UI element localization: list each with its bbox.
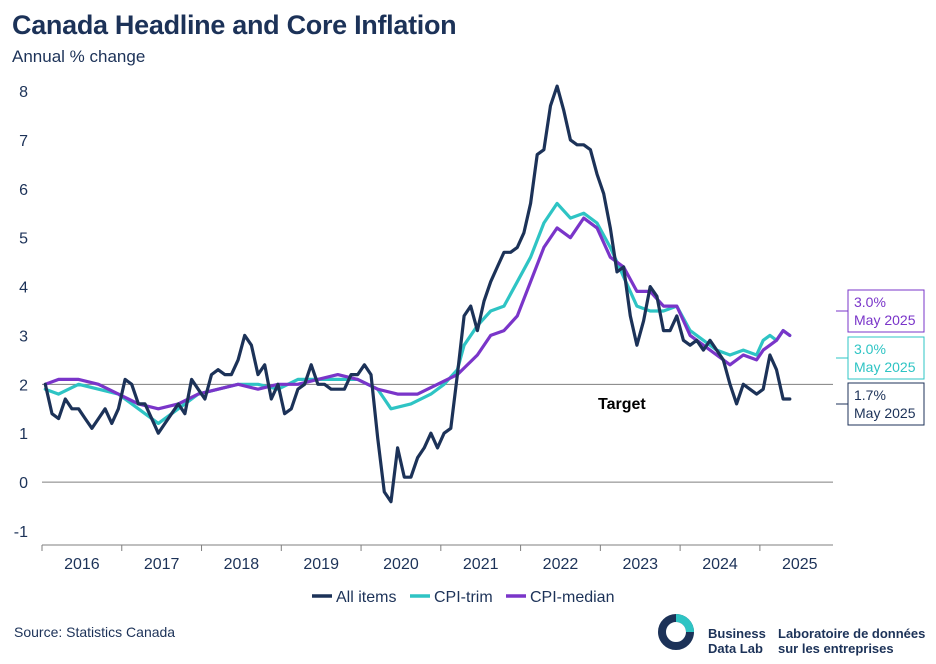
end-label-value: 3.0%: [854, 341, 886, 357]
logo-text-en: Business Data Lab: [708, 626, 766, 656]
legend-label: CPI-median: [530, 589, 614, 606]
x-tick-label: 2025: [782, 556, 818, 573]
y-tick-label: 8: [19, 84, 28, 101]
end-label-date: May 2025: [854, 359, 916, 375]
series-line-cpi-trim: [43, 201, 792, 425]
gridlines: Target: [42, 383, 833, 483]
legend-item-all-items: All items: [312, 589, 396, 606]
end-label-value: 1.7%: [854, 387, 886, 403]
logo-text-fr: Laboratoire de données sur les entrepris…: [778, 626, 925, 656]
x-tick-label: 2020: [383, 556, 419, 573]
x-tick-label: 2022: [543, 556, 579, 573]
chart-subtitle: Annual % change: [12, 47, 146, 66]
series-line-cpi-median: [43, 216, 792, 411]
end-label-date: May 2025: [854, 312, 916, 328]
logo-en-line1: Business: [708, 626, 766, 641]
end-label-cpi-trim: 3.0% May 2025: [836, 336, 925, 380]
x-tick-label: 2017: [144, 556, 180, 573]
source-note: Source: Statistics Canada: [14, 624, 176, 640]
x-axis: 2016 2017 2018 2019 2020 2021 2022 2023 2024 2025: [41, 544, 833, 573]
legend-label: All items: [336, 589, 396, 606]
y-tick-label: 3: [19, 328, 28, 345]
series-line-all-items: [43, 84, 792, 504]
x-tick-label: 2018: [224, 556, 260, 573]
logo-fr-line1: Laboratoire de données: [778, 626, 926, 641]
x-tick-label: 2021: [463, 556, 499, 573]
logo-en-line2: Data Lab: [708, 641, 763, 656]
legend-label: CPI-trim: [434, 589, 493, 606]
y-tick-label: 5: [19, 231, 28, 248]
end-label-all-items: 1.7% May 2025: [836, 382, 925, 426]
x-tick-label: 2023: [622, 556, 658, 573]
logo-fr-line2: sur les entreprises: [778, 641, 894, 656]
x-tick-label: 2016: [64, 556, 100, 573]
business-data-lab-logo: Business Data Lab Laboratoire de données…: [658, 612, 928, 656]
series-lines: [43, 84, 792, 504]
y-axis-ticks: -1 0 1 2 3 4 5 6 7 8: [14, 84, 28, 541]
y-tick-label: 7: [19, 133, 28, 150]
y-tick-label: -1: [14, 524, 28, 541]
y-tick-label: 4: [19, 280, 28, 297]
end-label-box: [847, 382, 925, 426]
target-label: Target: [598, 396, 646, 413]
legend-item-cpi-median: CPI-median: [506, 589, 614, 606]
y-tick-label: 2: [19, 377, 28, 394]
y-tick-label: 1: [19, 426, 28, 443]
x-tick-label: 2024: [702, 556, 738, 573]
legend-item-cpi-trim: CPI-trim: [410, 589, 493, 606]
y-tick-label: 0: [19, 475, 28, 492]
end-label-date: May 2025: [854, 405, 916, 421]
end-label-box: [847, 289, 925, 333]
end-labels: 3.0% May 2025 3.0% May 2025 1.7% May 2025: [836, 289, 925, 426]
end-label-value: 3.0%: [854, 294, 886, 310]
end-label-cpi-median: 3.0% May 2025: [836, 289, 925, 333]
x-tick-label: 2019: [303, 556, 339, 573]
y-tick-label: 6: [19, 182, 28, 199]
legend: All items CPI-trim CPI-median: [312, 589, 614, 606]
logo-ring-icon: [658, 614, 694, 650]
chart-title: Canada Headline and Core Inflation: [12, 10, 457, 40]
